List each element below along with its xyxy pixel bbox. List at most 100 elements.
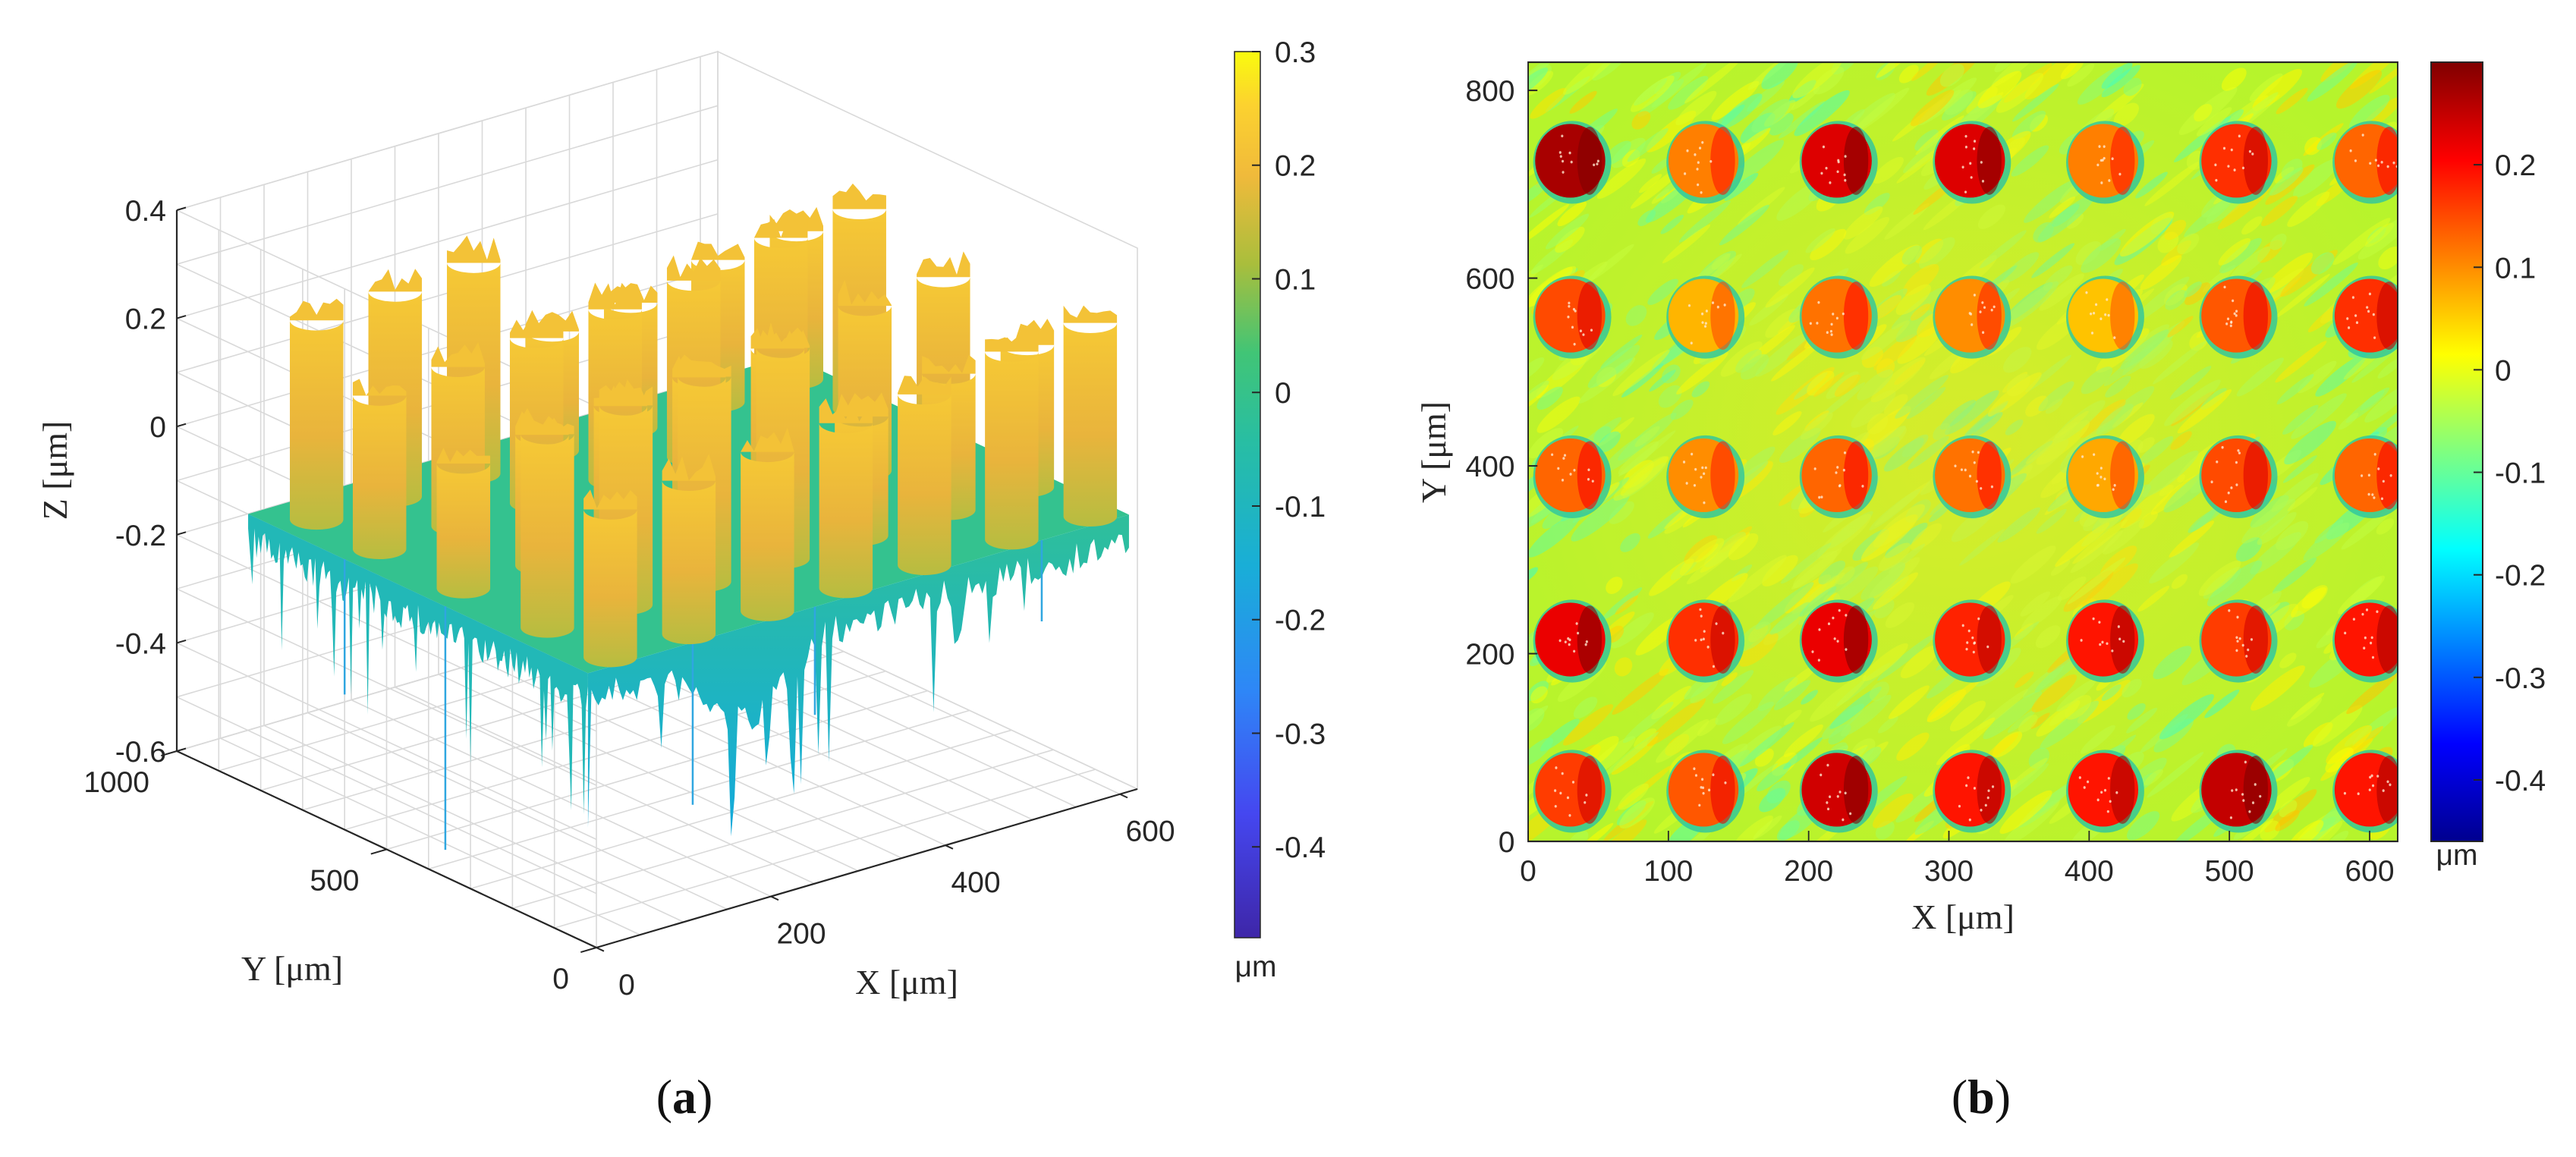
- panel-b-dot-speck: [2093, 311, 2096, 315]
- panel-a-cbtick-label: 0: [1275, 377, 1291, 410]
- panel-b-dot-speck: [1568, 813, 1571, 817]
- panel-b-dot-speck: [1579, 329, 1582, 333]
- panel-a-pillar: [985, 328, 1039, 550]
- panel-b-dot-speck: [2117, 625, 2120, 628]
- panel-b-dot-speck: [1977, 451, 1980, 454]
- panel-b-dot-speck: [1809, 322, 1812, 325]
- panel-b-dot-speck: [1596, 162, 1599, 165]
- panel-b-dot: [2066, 121, 2144, 204]
- panel-b-cbtick-label: -0.2: [2495, 560, 2546, 593]
- panel-b-dot-speck: [2230, 320, 2233, 324]
- panel-b-xlabel: X [μm]: [1911, 898, 2015, 936]
- panel-b-dot-speck: [2103, 477, 2106, 481]
- panel-b-dot-speck: [2221, 445, 2224, 449]
- panel-b-dot-speck: [2236, 640, 2239, 643]
- panel-b-dot: [2332, 121, 2398, 204]
- panel-b-dot-speck: [2087, 780, 2090, 784]
- panel-b-dot-speck: [2093, 453, 2096, 456]
- panel-b-dot-shade: [1577, 441, 1603, 510]
- panel-b-dot-speck: [1703, 501, 1706, 505]
- panel-b-dot-speck: [1704, 466, 1707, 470]
- panel-a-colorbar-unit: μm: [1235, 951, 1277, 983]
- panel-b-dot-speck: [1693, 483, 1697, 487]
- panel-b-dot: [1533, 275, 1612, 359]
- caption-a: (a): [656, 1070, 713, 1124]
- panel-b-dot-speck: [1816, 322, 1819, 325]
- panel-b-dot-speck: [2370, 774, 2373, 778]
- panel-b-dot-speck: [2122, 640, 2125, 643]
- panel-a-pillar-top: [447, 235, 501, 263]
- panel-b-dot-speck: [1829, 329, 1832, 333]
- panel-b-colorbar-ticks: 0.2 0.1 0 -0.1 -0.2 -0.3 -0.4: [2474, 149, 2546, 797]
- panel-b-dot-speck: [2361, 474, 2364, 477]
- panel-b-dot-speck: [1702, 637, 1705, 641]
- panel-b-dot-speck: [2259, 794, 2262, 798]
- caption-b-open: (: [1952, 1070, 1967, 1124]
- panel-a-pillar: [583, 489, 637, 668]
- panel-b-dot-speck: [2389, 783, 2392, 787]
- panel-b-dot: [1533, 121, 1612, 204]
- panel-b-dot-speck: [2233, 312, 2236, 316]
- panel-a-pillar-top: [898, 376, 951, 395]
- panel-b-dot-speck: [2376, 775, 2379, 778]
- panel-b-ticks: 0 100 200 300 400 500 600 0 200 400 600 800: [1465, 75, 2394, 888]
- panel-b-dot-speck: [2254, 783, 2257, 786]
- panel-b-dot-speck: [1973, 461, 1976, 464]
- panel-b-dot-speck: [1568, 301, 1571, 305]
- panel-b-dot: [1799, 599, 1878, 683]
- panel-b-dot-speck: [1991, 785, 1995, 788]
- panel-b-dot-speck: [1967, 776, 1970, 779]
- panel-b-dot-speck: [1582, 333, 1585, 336]
- panel-a-pillar-top: [835, 392, 889, 417]
- panel-b-colorbar: 0.2 0.1 0 -0.1 -0.2 -0.3 -0.4 μm: [2430, 61, 2546, 872]
- panel-b-dot: [2199, 435, 2278, 519]
- panel-b-dot-speck: [1826, 331, 1829, 335]
- panel-b-dot-speck: [2225, 322, 2228, 325]
- panel-b-dot-speck: [1967, 629, 1971, 633]
- panel-b-dot-speck: [2386, 165, 2389, 168]
- panel-b-dot-speck: [2096, 472, 2099, 475]
- panel-b-colorbar-unit: μm: [2436, 839, 2478, 872]
- panel-a-pillar-top: [436, 448, 491, 464]
- panel-a-ticks: 0.4 0.2 0 -0.2 -0.4 -0.6 0 200 400 600 0 500 1000: [83, 195, 1175, 1001]
- panel-b-dot-speck: [1701, 466, 1704, 470]
- panel-b-dot-speck: [1820, 773, 1823, 777]
- panel-b-dot-speck: [2099, 159, 2103, 162]
- panel-b-dot-speck: [2380, 161, 2383, 164]
- panel-a-ztick-mark: [176, 206, 187, 211]
- panel-b-dot-speck: [2251, 152, 2254, 156]
- panel-a-pillar-top: [917, 251, 970, 278]
- panel-b-dot-speck: [2210, 480, 2213, 484]
- panel-b-dot: [1799, 275, 1878, 359]
- panel-b-dot-speck: [2095, 303, 2098, 307]
- panel-b-dot-speck: [2352, 618, 2355, 621]
- panel-b-dot-speck: [1700, 638, 1703, 642]
- panel-b-dot-speck: [2108, 179, 2111, 182]
- panel-b-dot-speck: [2085, 291, 2088, 294]
- panel-b-dot-speck: [2222, 146, 2226, 150]
- panel-b-dot-speck: [2092, 617, 2095, 621]
- panel-b-dot: [2332, 275, 2398, 359]
- panel-b-dot-speck: [2111, 157, 2114, 161]
- panel-b-dot: [1533, 599, 1612, 683]
- panel-a-pillar-top: [838, 279, 892, 307]
- panel-a-cbtick-label: -0.4: [1275, 832, 1326, 864]
- panel-b-dot-speck: [1706, 646, 1709, 649]
- panel-b-dot-speck: [1842, 468, 1845, 472]
- panel-b-dot-speck: [1961, 165, 1964, 169]
- panel-b-dot-speck: [1557, 467, 1560, 470]
- panel-b-dot-speck: [1564, 640, 1567, 643]
- panel-b-dot-speck: [1694, 153, 1697, 156]
- panel-b-dot-speck: [1573, 649, 1576, 653]
- panel-b-dot-speck: [1700, 190, 1703, 194]
- panel-b-dot-speck: [2080, 639, 2083, 642]
- panel-b-dot-speck: [1707, 788, 1711, 792]
- panel-b-dot: [2332, 435, 2398, 519]
- panel-b-dot-speck: [2346, 317, 2349, 320]
- panel-b-dot-speck: [1838, 608, 1841, 612]
- panel-b-dot-shade: [2110, 605, 2135, 674]
- panel-b-dot-speck: [2348, 326, 2351, 329]
- panel-a-cbtick-label: 0.2: [1275, 150, 1316, 183]
- panel-b-dot-speck: [2223, 285, 2226, 289]
- panel-b-dot: [2066, 275, 2144, 359]
